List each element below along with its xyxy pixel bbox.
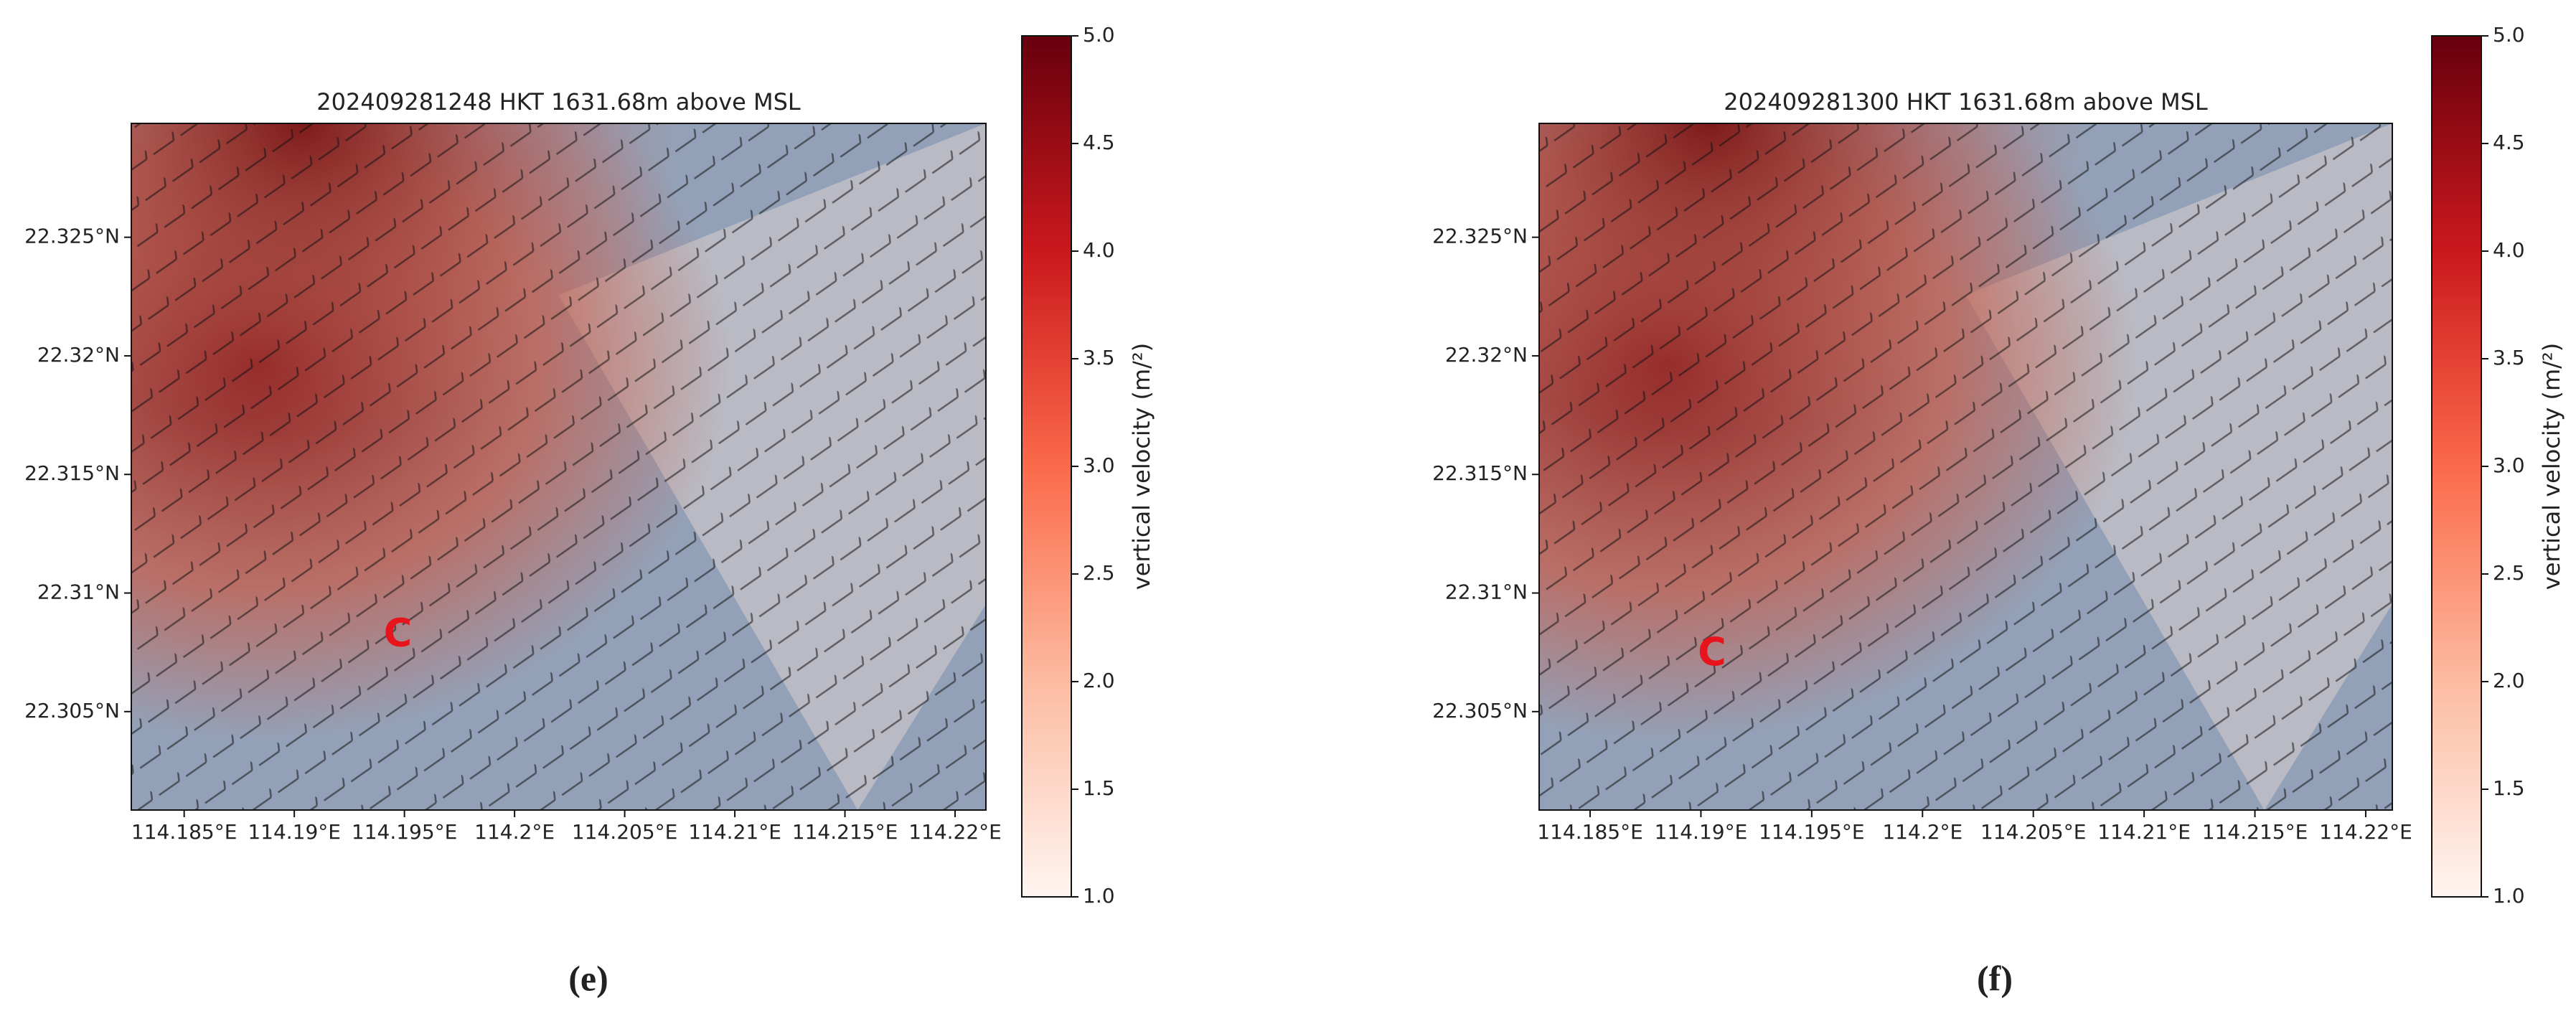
- y-tick-label: 22.305°N: [1432, 699, 1528, 723]
- axes-frame: [131, 123, 987, 811]
- panel-label: (f): [1977, 958, 2013, 998]
- colorbar-label: vertical velocity (m/²): [2538, 343, 2565, 590]
- colorbar-tick-label: 4.5: [1083, 131, 1115, 154]
- colorbar-tick-label: 5.0: [1083, 23, 1115, 47]
- x-tick-label: 114.2°E: [474, 820, 555, 844]
- x-tick-label: 114.205°E: [572, 820, 677, 844]
- colorbar: [2431, 35, 2482, 898]
- colorbar-tick-label: 3.5: [2493, 346, 2525, 370]
- map-title: 202409281300 HKT 1631.68m above MSL: [1724, 88, 2208, 116]
- colorbar-tick-label: 5.0: [2493, 23, 2525, 47]
- x-tick-label: 114.22°E: [908, 820, 1002, 844]
- x-tick-label: 114.19°E: [248, 820, 341, 844]
- colorbar-tick-label: 4.5: [2493, 131, 2525, 154]
- y-tick-label: 22.325°N: [24, 225, 120, 248]
- annotation: C: [1698, 629, 1726, 674]
- annotation: C: [384, 611, 413, 656]
- panel-label: (e): [568, 958, 608, 998]
- colorbar-tick-label: 2.0: [1083, 669, 1115, 692]
- colorbar-tick-label: 4.0: [1083, 238, 1115, 262]
- x-tick-label: 114.205°E: [1980, 820, 2086, 844]
- map-panel: 202409281300 HKT 1631.68m above MSL 114.1…: [1432, 23, 2565, 998]
- colorbar-tick-label: 3.0: [1083, 453, 1115, 477]
- wind-barbs: [131, 123, 986, 810]
- colorbar-tick-label: 1.0: [2493, 884, 2525, 908]
- x-tick-label: 114.195°E: [352, 820, 457, 844]
- map-title: 202409281248 HKT 1631.68m above MSL: [316, 88, 801, 116]
- colorbar: [1021, 35, 1072, 898]
- y-tick-label: 22.315°N: [24, 461, 120, 485]
- colorbar-tick-label: 1.0: [1083, 884, 1115, 908]
- y-tick-label: 22.305°N: [24, 699, 120, 723]
- x-tick-label: 114.195°E: [1759, 820, 1864, 844]
- colorbar-tick-label: 1.5: [1083, 776, 1115, 800]
- colorbar-tick-label: 3.5: [1083, 346, 1115, 370]
- y-tick-label: 22.31°N: [37, 580, 120, 604]
- y-tick-label: 22.31°N: [1445, 580, 1528, 604]
- x-tick-label: 114.21°E: [688, 820, 781, 844]
- y-tick-label: 22.325°N: [1432, 225, 1528, 248]
- x-tick-label: 114.21°E: [2097, 820, 2191, 844]
- y-tick-label: 22.315°N: [1432, 461, 1528, 485]
- x-tick-label: 114.2°E: [1882, 820, 1962, 844]
- x-tick-label: 114.185°E: [131, 820, 237, 844]
- colorbar-tick-label: 1.5: [2493, 776, 2525, 800]
- colorbar-tick-label: 4.0: [2493, 238, 2525, 262]
- y-tick-label: 22.32°N: [37, 343, 120, 367]
- y-tick-label: 22.32°N: [1445, 343, 1528, 367]
- map-panel: 202409281248 HKT 1631.68m above MSL 114.1…: [24, 23, 1155, 998]
- axes-frame: [1538, 123, 2393, 811]
- x-tick-label: 114.185°E: [1537, 820, 1642, 844]
- x-tick-label: 114.215°E: [792, 820, 898, 844]
- x-tick-label: 114.215°E: [2202, 820, 2308, 844]
- x-tick-label: 114.22°E: [2319, 820, 2412, 844]
- wind-barbs: [1539, 123, 2392, 810]
- colorbar-label: vertical velocity (m/²): [1128, 343, 1155, 590]
- colorbar-tick-label: 3.0: [2493, 453, 2525, 477]
- x-tick-label: 114.19°E: [1655, 820, 1748, 844]
- colorbar-tick-label: 2.0: [2493, 669, 2525, 692]
- colorbar-tick-label: 2.5: [2493, 561, 2525, 585]
- colorbar-tick-label: 2.5: [1083, 561, 1115, 585]
